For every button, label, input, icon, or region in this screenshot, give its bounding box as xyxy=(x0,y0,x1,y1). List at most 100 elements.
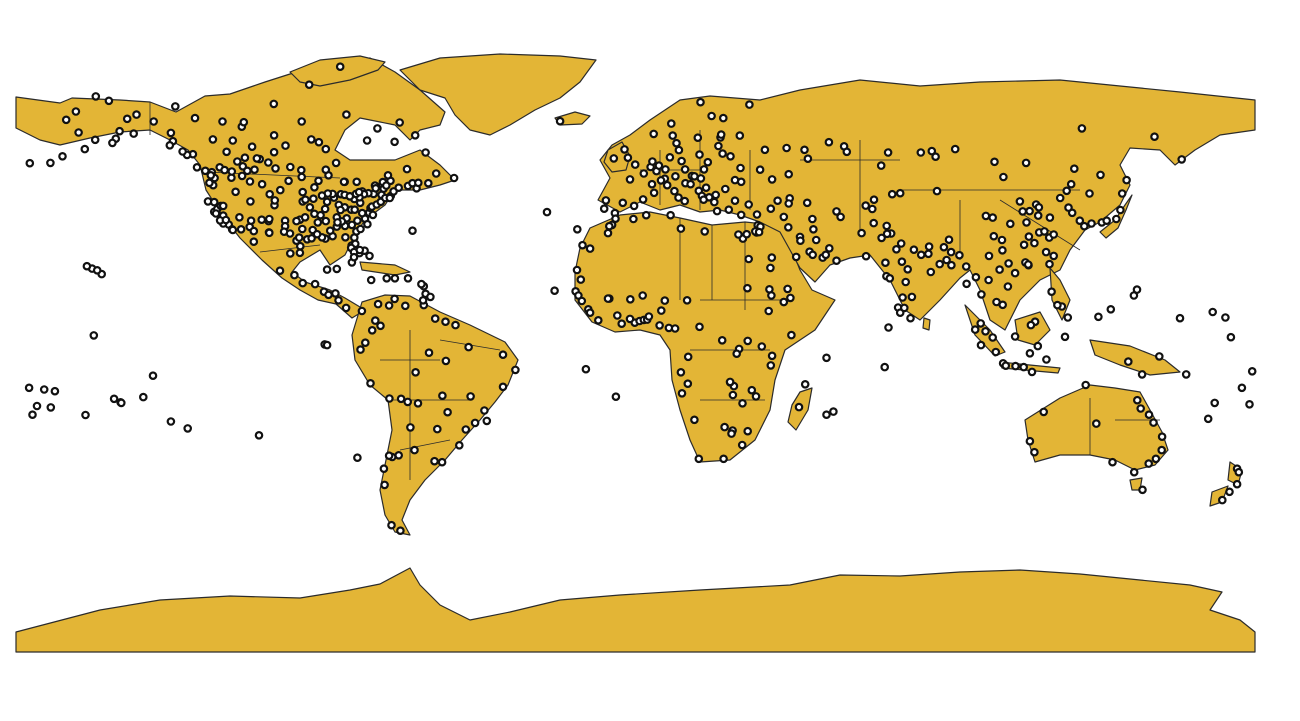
city-marker xyxy=(1133,395,1142,405)
city-marker xyxy=(296,165,306,175)
city-marker xyxy=(707,111,716,121)
city-marker xyxy=(426,292,435,302)
city-marker xyxy=(734,230,743,239)
city-markers xyxy=(24,62,1257,536)
city-marker xyxy=(252,154,262,163)
city-marker xyxy=(711,190,721,200)
city-marker xyxy=(1070,164,1079,174)
city-marker xyxy=(712,206,722,216)
city-marker xyxy=(237,171,247,181)
city-marker xyxy=(802,198,812,208)
city-marker xyxy=(791,252,801,262)
city-marker xyxy=(331,158,341,168)
city-marker xyxy=(861,251,871,261)
city-marker xyxy=(701,183,711,193)
city-marker xyxy=(976,319,986,328)
city-marker xyxy=(1047,287,1056,297)
city-marker xyxy=(869,195,879,205)
city-marker xyxy=(443,407,452,417)
city-marker xyxy=(305,203,315,212)
city-marker xyxy=(245,177,255,186)
city-marker xyxy=(695,150,704,159)
city-marker xyxy=(480,406,489,415)
city-marker xyxy=(593,315,603,325)
city-marker xyxy=(82,261,92,271)
landmass-eurasia xyxy=(597,79,1256,331)
city-marker xyxy=(877,233,886,243)
city-marker xyxy=(307,234,316,243)
city-marker xyxy=(751,392,761,401)
city-marker xyxy=(585,308,595,318)
city-marker xyxy=(423,178,433,188)
city-marker xyxy=(725,377,735,387)
city-marker xyxy=(379,464,389,474)
city-marker xyxy=(281,141,290,150)
city-marker xyxy=(1122,175,1131,185)
city-marker xyxy=(857,228,866,238)
city-marker xyxy=(882,221,892,231)
city-marker xyxy=(356,224,365,234)
city-marker xyxy=(842,147,852,157)
city-marker xyxy=(683,352,693,362)
city-marker xyxy=(342,110,351,119)
city-marker xyxy=(1137,370,1147,379)
city-marker xyxy=(285,229,295,238)
city-marker xyxy=(148,371,158,381)
city-marker xyxy=(360,338,370,348)
city-marker xyxy=(718,113,728,123)
city-marker xyxy=(1129,467,1139,477)
city-marker xyxy=(211,209,221,218)
city-marker xyxy=(976,340,986,350)
city-marker xyxy=(1218,495,1227,505)
city-marker xyxy=(550,286,559,296)
city-marker xyxy=(836,212,845,222)
city-marker xyxy=(240,153,250,163)
city-marker xyxy=(269,131,279,140)
city-marker xyxy=(365,251,374,261)
city-marker xyxy=(1075,216,1085,226)
city-marker xyxy=(165,141,175,150)
city-marker xyxy=(677,156,686,166)
city-marker xyxy=(171,102,180,111)
city-marker xyxy=(932,186,942,196)
city-marker xyxy=(239,117,249,127)
city-marker xyxy=(298,278,308,288)
city-marker xyxy=(178,147,187,156)
city-marker xyxy=(629,201,639,211)
city-marker xyxy=(92,265,102,275)
city-marker xyxy=(984,251,994,261)
city-marker xyxy=(32,401,42,411)
city-marker xyxy=(577,296,587,306)
city-marker xyxy=(390,273,400,283)
city-marker xyxy=(25,158,35,168)
city-marker xyxy=(249,226,259,236)
city-marker xyxy=(767,291,776,300)
city-marker xyxy=(1005,219,1015,229)
city-marker xyxy=(306,135,316,144)
city-marker xyxy=(732,349,742,359)
city-marker xyxy=(390,294,399,304)
city-marker xyxy=(783,223,793,232)
city-marker xyxy=(649,188,659,198)
city-marker xyxy=(884,323,893,332)
city-marker xyxy=(1106,304,1116,314)
city-marker xyxy=(1049,251,1059,261)
city-marker xyxy=(995,265,1004,274)
city-marker xyxy=(129,129,139,138)
city-marker xyxy=(309,194,318,204)
city-marker xyxy=(438,391,447,401)
city-marker xyxy=(754,227,764,237)
city-marker xyxy=(322,340,332,350)
city-marker xyxy=(909,245,919,255)
city-marker xyxy=(406,423,415,432)
city-marker xyxy=(349,252,359,262)
city-marker xyxy=(403,273,413,283)
city-marker xyxy=(222,147,231,157)
city-marker xyxy=(1157,445,1167,455)
city-marker xyxy=(269,99,279,109)
city-marker xyxy=(367,325,377,335)
city-marker xyxy=(454,440,464,450)
city-marker xyxy=(718,149,727,158)
city-marker xyxy=(1144,410,1154,420)
city-marker xyxy=(321,165,331,175)
